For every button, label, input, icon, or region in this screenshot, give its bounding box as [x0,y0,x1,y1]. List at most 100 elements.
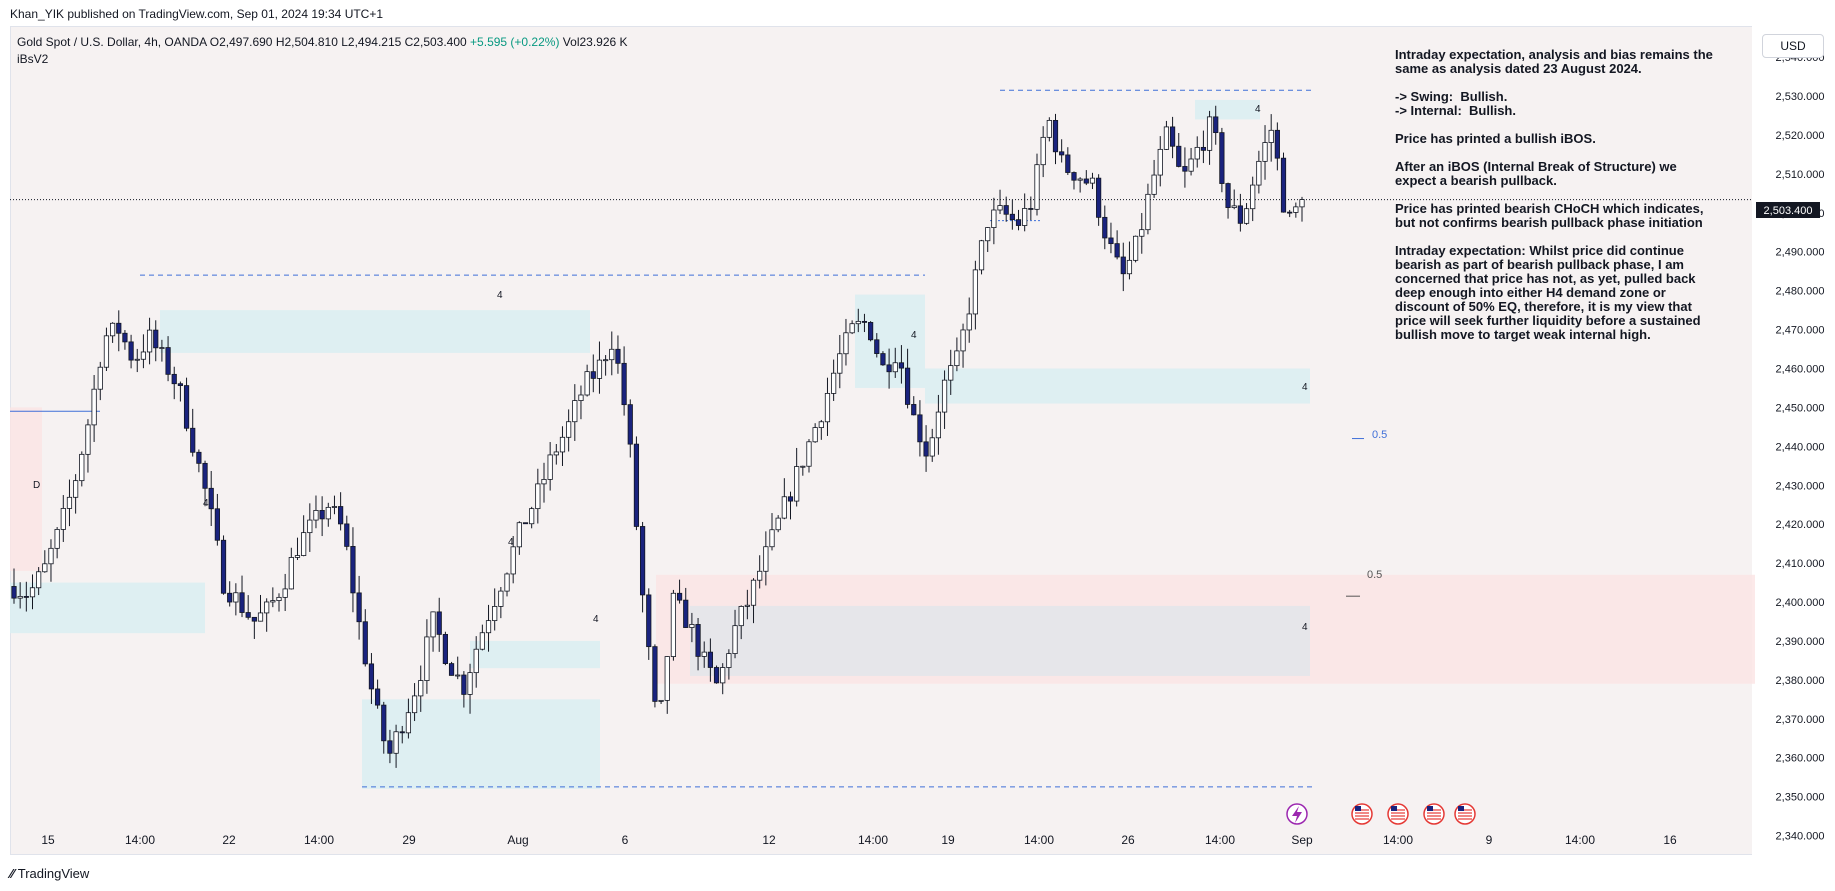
candle [861,313,868,333]
candle [812,423,818,443]
candle [1114,230,1120,260]
candle-body [695,624,701,657]
chart-area[interactable] [10,26,1762,855]
annotation-paragraph: After an iBOS (Internal Break of Structu… [1395,159,1681,188]
mitigated-zone [690,605,1310,676]
candle-body [911,404,917,416]
analysis-annotation: Intraday expectation, analysis and bias … [1395,48,1715,356]
candle-body [344,523,350,547]
candle [146,317,153,365]
candle-body [1225,183,1231,208]
candle [849,320,855,335]
candle [276,593,282,612]
candle [689,612,695,643]
candle-body [596,359,603,379]
candle [985,227,991,252]
demand-zone [470,640,600,669]
candle-body [220,539,227,594]
candle [874,333,880,358]
candle-body [861,320,868,323]
candle-body [264,601,270,614]
candle [824,377,831,436]
candle-body [1287,211,1293,214]
candle-body [282,588,288,598]
candle-body [288,557,294,590]
candle [307,503,313,552]
candle [498,587,504,619]
candle-body [294,555,301,558]
candle [510,536,516,584]
candle-body [812,427,818,443]
x-tick-label: 14:00 [1205,833,1235,847]
candle [603,355,609,376]
x-tick-label: 9 [1486,833,1493,847]
tradingview-logo[interactable]: ⁄⁄ TradingView [10,866,89,881]
candle [171,366,177,400]
candle-body [898,362,905,369]
candle [1256,150,1262,194]
candle [1083,170,1089,186]
candle [17,582,23,609]
candle-body [1108,237,1114,245]
candle [972,260,978,330]
candle-body [1003,205,1009,215]
candle-body [492,606,498,622]
candle-body [516,522,522,548]
x-tick-label: 22 [222,833,236,847]
candle-body [165,347,171,375]
currency-button[interactable]: USD [1762,34,1824,58]
candle [892,347,898,378]
candle-body [547,454,553,480]
candle-body [510,546,516,575]
candle-body [307,519,313,534]
candle [1096,174,1102,226]
candle [1126,241,1133,280]
candle [633,436,640,531]
candle-body [362,621,368,665]
candle [103,327,110,371]
candle-body [880,353,886,366]
candle [399,725,405,744]
candle-body [566,421,572,438]
candle-body [954,350,960,367]
price-scale[interactable] [1752,26,1835,855]
candle [966,297,972,343]
x-tick-label: 19 [941,833,955,847]
candle [763,531,769,586]
zone-label: D [33,480,40,491]
candle-body [442,633,448,664]
candle [381,701,387,754]
y-tick-label: 2,370.000 [1776,714,1825,726]
candle [1213,105,1219,145]
candle-body [787,496,794,502]
candle [843,318,849,366]
x-tick-label: 15 [41,833,55,847]
candle-body [245,612,251,618]
candle-body [134,358,140,361]
candle-body [1052,119,1059,153]
candle [42,550,48,573]
flag-canton [1355,806,1361,811]
x-tick-label: 14:00 [1024,833,1054,847]
candle [954,337,960,372]
candle-body [1034,164,1040,210]
indicator-legend[interactable]: iBsV2 [17,52,49,66]
x-tick-label: Sep [1291,833,1313,847]
ohlc-high: H2,504.810 [275,35,338,49]
candle [313,495,319,529]
candle [1157,136,1163,187]
candle [1268,114,1274,162]
y-axis: 2,540.0002,530.0002,520.0002,510.0002,50… [1776,52,1825,842]
candle-body [387,740,393,754]
candle-body [868,322,874,341]
candle [66,479,73,527]
candle [1040,126,1046,178]
candle [806,439,812,473]
candle [183,377,190,432]
candle [301,515,307,557]
y-tick-label: 2,470.000 [1776,325,1825,337]
candle-body [23,596,29,598]
candle [1028,196,1034,221]
candle [529,506,535,529]
